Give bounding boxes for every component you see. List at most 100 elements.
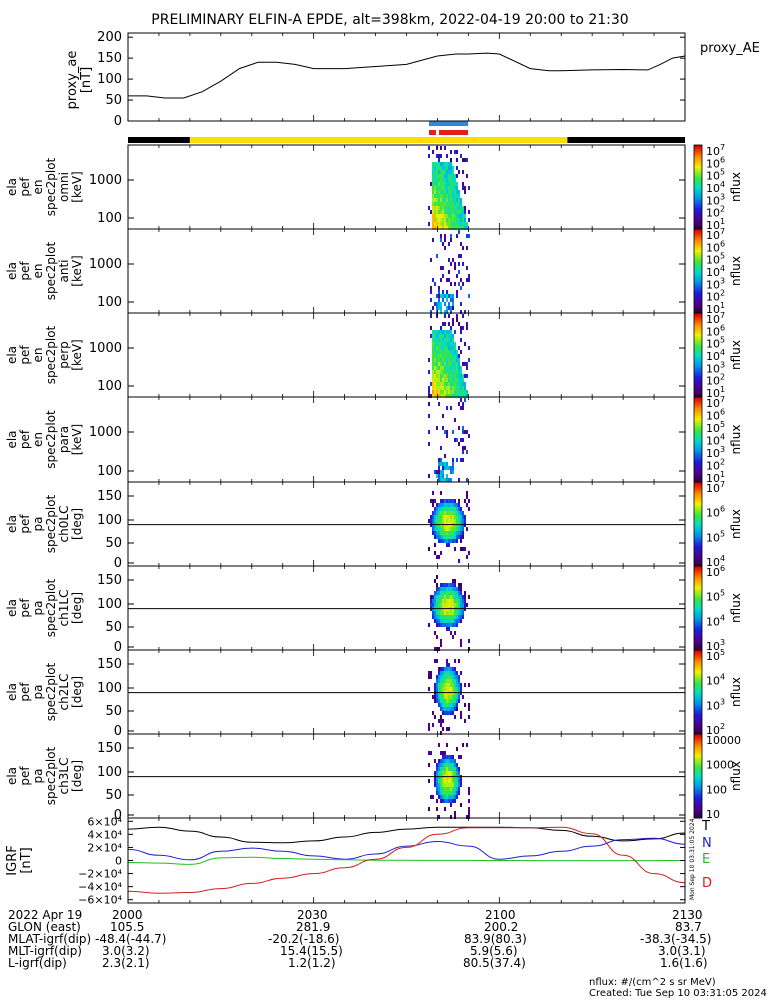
spectrogram-cell	[450, 466, 452, 470]
spectrogram-cell	[464, 190, 466, 194]
spectrogram-cell	[430, 286, 432, 290]
ylabel-line: [keV]	[70, 171, 84, 202]
spectrogram-cell	[440, 190, 442, 194]
colorbar-tick-label: 105	[706, 252, 725, 267]
spectrogram-cell	[440, 458, 442, 462]
colorbar-segment	[694, 708, 702, 712]
spectrogram-cell	[438, 210, 440, 214]
spectrogram-cell	[442, 539, 444, 543]
spectrogram-cell	[450, 350, 452, 354]
spectrogram-cell	[456, 707, 458, 711]
colorbar-tick-base: 10	[706, 422, 720, 435]
spectrogram-cell	[432, 378, 434, 382]
colorbar-segment	[694, 784, 702, 787]
spectrogram-cell	[440, 687, 442, 691]
spectrogram-cell	[460, 547, 462, 551]
spectrogram-cell	[440, 535, 442, 539]
colorbar-segment	[694, 283, 702, 287]
colorbar-tick-label: 107	[706, 480, 725, 495]
spectrogram-cell	[446, 154, 448, 158]
spectrogram-cell	[438, 478, 440, 482]
spectrogram-cell	[454, 699, 456, 703]
spectrogram-cell	[434, 599, 436, 603]
spectrogram-cell	[468, 294, 470, 298]
spectrogram-cell	[452, 675, 454, 679]
spectrogram-cell	[442, 619, 444, 623]
colorbar-segment	[694, 773, 702, 777]
spectrogram-cell	[438, 539, 440, 543]
ylabel-pa_ch1: elapefpaspec2plotch1LC[deg]	[5, 578, 84, 637]
spectrogram-cell	[446, 294, 448, 298]
colorbar-tick-exp: 3	[720, 360, 725, 369]
spectrogram-cell	[448, 218, 450, 222]
spectrogram-cell	[432, 723, 434, 727]
colorbar-segment	[694, 595, 702, 598]
colorbar-segment	[694, 528, 702, 531]
colorbar-segment	[694, 702, 702, 706]
spectrogram-cell	[460, 683, 462, 687]
ylabel-line: en	[31, 432, 45, 447]
panel-frame-spec_omni	[127, 144, 686, 230]
spectrogram-cell	[442, 462, 444, 466]
spectrogram-cell	[438, 206, 440, 210]
spectrogram-cell	[436, 575, 438, 579]
spectrogram-cell	[446, 603, 448, 607]
spectrogram-cell	[452, 394, 454, 398]
colorbar-segment	[694, 336, 702, 339]
spectrogram-cell	[458, 519, 460, 523]
colorbar-segment	[694, 460, 702, 464]
spectrogram-cell	[448, 170, 450, 174]
spectrogram-cell	[452, 462, 454, 466]
spectrogram-cell	[460, 615, 462, 619]
colorbar-tick-base: 10	[706, 410, 720, 423]
colorbar-tick-label: 102	[706, 458, 725, 473]
spectrogram-cell	[454, 687, 456, 691]
spectrogram-cell	[442, 711, 444, 715]
spectrogram-cell	[448, 583, 450, 587]
spectrogram-cell	[434, 695, 436, 699]
spectrogram-cell	[464, 226, 466, 230]
spectrogram-cell	[448, 755, 450, 759]
spectrogram-cell	[458, 779, 460, 783]
spectrogram-cell	[448, 503, 450, 507]
spectrogram-cell	[448, 695, 450, 699]
spectrogram-cell	[458, 587, 460, 591]
spectrogram-cell	[434, 366, 436, 370]
colorbar-segment	[694, 479, 702, 483]
spectrogram-cell	[454, 531, 456, 535]
spectrogram-cell	[442, 362, 444, 366]
spectrogram-cell	[450, 623, 452, 627]
colorbar-tick-label: 104	[706, 348, 725, 363]
spectrogram-cell	[444, 755, 446, 759]
colorbar-segment	[694, 589, 702, 592]
colorbar-tick-base: 10	[706, 194, 720, 207]
spectrogram-cell	[436, 555, 438, 559]
spectrogram-cell	[462, 438, 464, 442]
colorbar-segment	[694, 677, 702, 680]
colorbar-segment	[694, 369, 702, 373]
spectrogram-cell	[452, 539, 454, 543]
spectrogram-cell	[468, 358, 470, 362]
spectrogram-cell	[440, 278, 442, 282]
spectrogram-cell	[454, 394, 456, 398]
spectrogram-cell	[438, 226, 440, 230]
colorbar-segment	[694, 626, 702, 630]
igrf-ytick-label: −2×10⁴	[78, 868, 122, 881]
colorbar-tick-base: 10	[706, 157, 720, 170]
spectrogram-cell	[456, 507, 458, 511]
spectrogram-cell	[440, 639, 442, 643]
spectrogram-cell	[454, 374, 456, 378]
spectrogram-cell	[448, 182, 450, 186]
spectrogram-cell	[458, 535, 460, 539]
spectrogram-cell	[454, 366, 456, 370]
spectrogram-cell	[428, 807, 430, 811]
spectrogram-cell	[468, 434, 470, 438]
colorbar-segment	[694, 650, 702, 653]
colorbar-segment	[694, 426, 702, 430]
igrf-legend-E: E	[702, 852, 710, 867]
spectrogram-cell	[438, 667, 440, 671]
ylabel-line: spec2plot	[44, 241, 58, 300]
spectrogram-cell	[454, 763, 456, 767]
colorbar-segment	[694, 422, 702, 426]
spectrogram-cell	[436, 194, 438, 198]
